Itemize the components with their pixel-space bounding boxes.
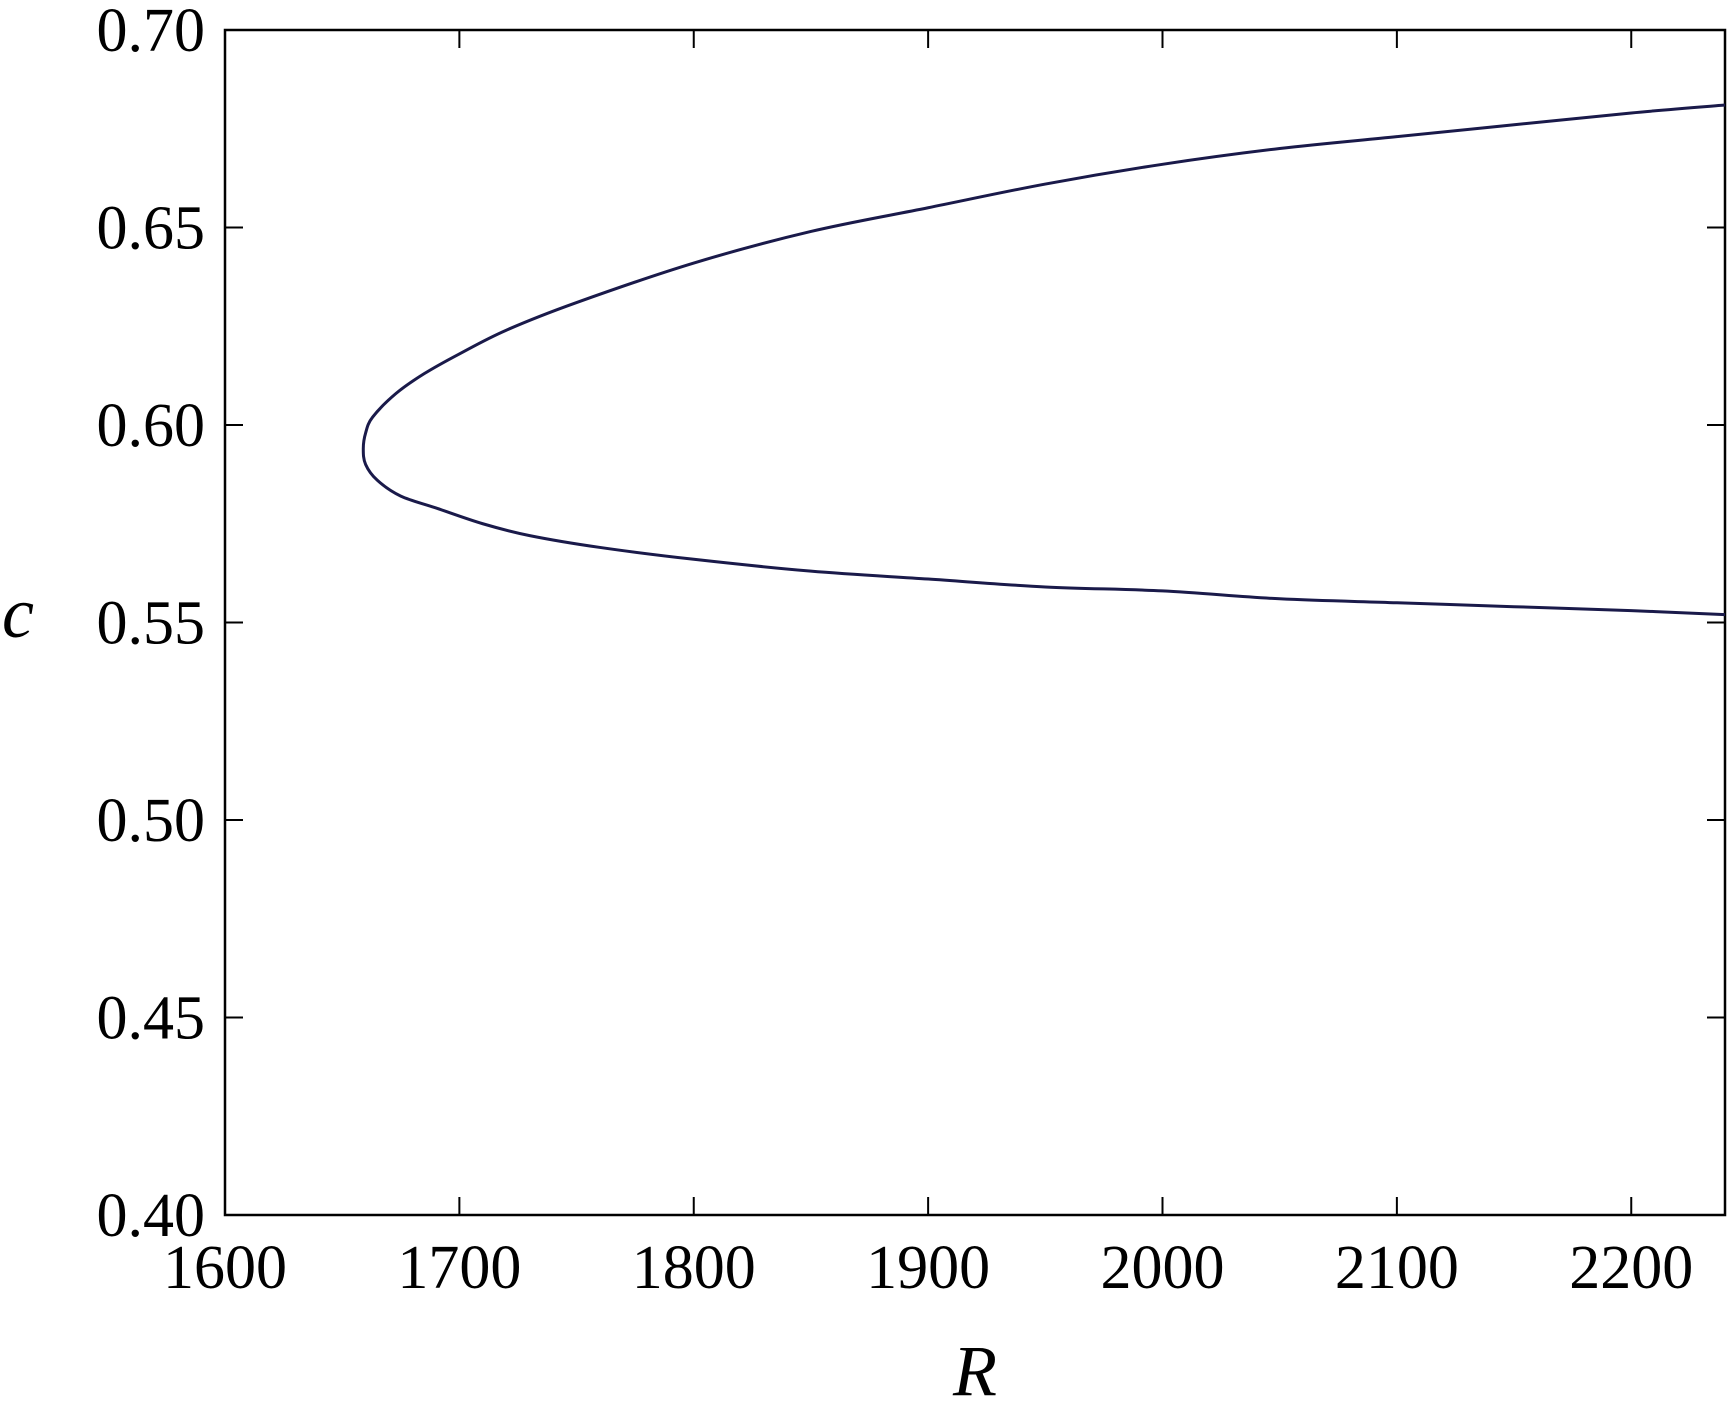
y-tick-label: 0.50 — [97, 787, 206, 855]
y-tick-label: 0.45 — [97, 985, 206, 1053]
plot-frame — [223, 28, 1727, 1217]
y-tick-label: 0.60 — [97, 392, 206, 460]
y-axis-label: c — [2, 573, 34, 653]
x-tick-label: 1700 — [397, 1234, 521, 1302]
x-axis-ticks: 1600 1700 1800 1900 2000 2100 2200 — [163, 30, 1693, 1302]
y-tick-label: 0.65 — [97, 195, 206, 263]
x-tick-label: 2200 — [1569, 1234, 1693, 1302]
x-tick-label: 2100 — [1335, 1234, 1459, 1302]
x-axis-label: R — [952, 1331, 997, 1411]
y-tick-label: 0.55 — [97, 590, 206, 658]
y-tick-label: 0.70 — [97, 0, 206, 65]
x-tick-label: 1900 — [866, 1234, 990, 1302]
y-axis-ticks: 0.40 0.45 0.50 0.55 0.60 0.65 0.70 — [97, 0, 1725, 1250]
y-tick-label: 0.40 — [97, 1182, 206, 1250]
x-tick-label: 2000 — [1101, 1234, 1225, 1302]
series-line — [361, 103, 1726, 617]
x-tick-label: 1600 — [163, 1234, 287, 1302]
x-tick-label: 1800 — [632, 1234, 756, 1302]
